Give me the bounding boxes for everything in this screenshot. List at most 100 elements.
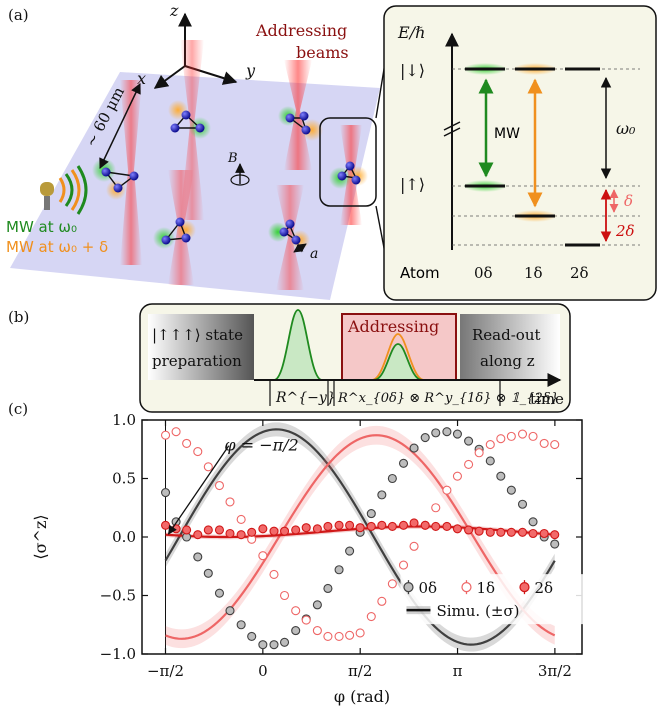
data-point-1δ [291, 606, 301, 616]
data-point-0δ [452, 429, 462, 439]
data-point-1δ [431, 503, 441, 513]
rotation-pulse-1 [273, 309, 323, 381]
data-point-2δ [355, 523, 365, 533]
data-point-0δ [214, 588, 225, 598]
data-point-1δ [225, 497, 235, 507]
data-point-2δ [366, 521, 376, 532]
data-point-1δ [160, 430, 171, 440]
zoom-box [319, 117, 377, 207]
data-point-2δ [279, 526, 290, 536]
data-point-1δ [323, 631, 333, 642]
panel-a-tag: (a) [8, 6, 29, 24]
addressing-beams-title-2: beams [296, 43, 349, 62]
energy-axis-label: E/ℏ [397, 23, 425, 42]
data-point-1δ [355, 628, 365, 638]
data-point-2δ [236, 530, 246, 540]
y-tick-label: 0.5 [112, 470, 136, 488]
data-point-0δ [225, 606, 235, 616]
atom-triangle-4 [153, 217, 196, 249]
delta-label: δ [624, 192, 633, 210]
x-tick-label: 3π/2 [538, 662, 572, 680]
data-point-0δ [323, 583, 333, 594]
column-1delta: 1δ [524, 264, 543, 282]
data-point-2δ [160, 520, 171, 530]
x-axis-label: φ (rad) [334, 687, 390, 706]
panel-b: (b) |↑↑↑⟩ state preparation Addressing R… [8, 303, 571, 413]
data-point-1δ [182, 438, 192, 448]
atom-triangle-3 [278, 106, 323, 141]
x-tick-label: π [453, 662, 463, 680]
mw-transition-label: MW [494, 126, 520, 142]
data-point-2δ [539, 528, 549, 539]
addressing-beams-title-1: Addressing [255, 21, 347, 40]
magnetic-field-icon [230, 163, 250, 186]
data-point-0δ [258, 640, 268, 650]
atom-triangle-5 [268, 219, 310, 253]
chart: −π/2 0 π/2 π 3π/2 1.0 0.5 0.0 −0.5 −1.0 φ (rad) ⟨σ^… [31, 411, 597, 706]
legend-sim-label: Simu. (±σ) [436, 602, 519, 620]
axis-z-label: z [169, 1, 179, 20]
data-point-2δ [485, 527, 495, 537]
data-point-1δ [345, 630, 355, 640]
panel-b-tag: (b) [8, 308, 29, 326]
addressing-pulse-orange [371, 333, 425, 381]
data-point-1δ [193, 447, 203, 457]
data-point-0δ [203, 568, 213, 578]
annotation-arrow [167, 445, 230, 535]
data-point-1δ [334, 631, 344, 642]
omega-label: ω₀ [616, 119, 636, 138]
data-point-1δ [398, 560, 409, 570]
time-label: time [530, 390, 564, 408]
data-point-0δ [236, 620, 246, 630]
data-point-1δ [312, 626, 322, 636]
column-0delta: 0δ [474, 264, 493, 282]
atom-triangle-zoom [329, 161, 368, 189]
spacing-arrow [99, 83, 141, 169]
data-point-1δ [550, 440, 560, 450]
data-point-2δ [312, 524, 322, 534]
data-point-2δ [258, 524, 268, 534]
x-tick-label: −π/2 [147, 662, 184, 680]
data-point-2δ [323, 521, 333, 532]
data-point-0δ [506, 485, 516, 495]
data-point-2δ [474, 526, 484, 536]
addressing-label: Addressing [347, 317, 439, 336]
axis-x-label: x [137, 69, 146, 88]
panel-c: (c) −π/2 0 π/2 π 3π/2 1.0 0.5 0.0 −0.5 −1.0 φ (rad… [8, 400, 597, 706]
data-point-0δ [517, 499, 528, 509]
data-point-2δ [291, 525, 301, 535]
data-point-2δ [420, 520, 430, 530]
data-point-1δ [517, 429, 528, 439]
simulation-band-1δ [165, 425, 555, 649]
data-point-1δ [496, 434, 506, 444]
data-point-0δ [160, 487, 171, 498]
data-point-2δ [334, 520, 344, 530]
data-point-0δ [247, 631, 257, 642]
data-point-0δ [377, 490, 387, 500]
data-point-0δ [528, 517, 538, 527]
data-point-1δ [236, 514, 246, 525]
column-2delta: 2δ [570, 264, 589, 282]
data-point-2δ [496, 527, 506, 537]
data-point-2δ [398, 520, 409, 530]
annotation-label: φ = −π/2 [224, 435, 298, 454]
mw-label-1: MW at ω₀ [6, 218, 77, 236]
y-tick-label: 1.0 [112, 411, 136, 429]
x-tick-label: 0 [258, 662, 268, 680]
legend-marker-2δ [519, 582, 530, 593]
data-point-1δ [258, 551, 268, 561]
rot2-label: R^x_{0δ} ⊗ R^y_{1δ} ⊗ 𝟙_{2δ} [337, 391, 559, 406]
data-point-2δ [550, 530, 560, 540]
rot1-label: R^{−y} [275, 390, 336, 406]
legend-label-1δ: 1δ [476, 579, 495, 597]
data-point-1δ [452, 471, 462, 481]
data-point-0δ [334, 565, 344, 575]
data-point-1δ [203, 462, 213, 472]
mw-label-2: MW at ω₀ + δ [6, 238, 108, 256]
data-point-2δ [377, 520, 387, 530]
atom-triangle-2 [168, 100, 211, 139]
data-point-2δ [528, 528, 538, 539]
data-point-0δ [485, 456, 495, 466]
data-point-2δ [225, 528, 235, 539]
readout-label-2: along z [480, 352, 535, 370]
